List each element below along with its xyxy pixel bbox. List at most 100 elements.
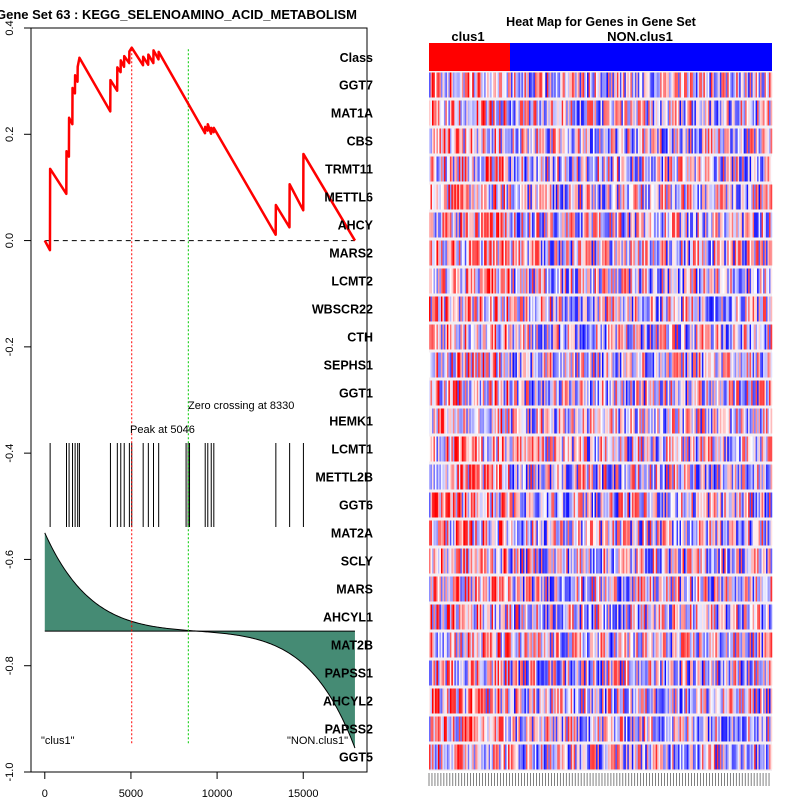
- heatmap-cell: [767, 156, 770, 182]
- heatmap-cell: [567, 380, 570, 406]
- heatmap-cell: [752, 464, 755, 490]
- heatmap-cell: [470, 520, 473, 546]
- heatmap-cell: [467, 492, 470, 518]
- heatmap-cell: [663, 128, 665, 154]
- heatmap-cell: [533, 408, 536, 434]
- heatmap-cell: [536, 100, 539, 126]
- heatmap-cell: [467, 324, 470, 350]
- heatmap-cell: [476, 212, 479, 238]
- heatmap-cell: [666, 436, 668, 462]
- heatmap-cell: [491, 436, 494, 462]
- heatmap-cell: [660, 492, 662, 518]
- heatmap-cell: [745, 520, 747, 546]
- heatmap-cell: [636, 548, 639, 574]
- heatmap-cell: [531, 408, 534, 434]
- heatmap-cell: [633, 72, 636, 98]
- heatmap-cell: [554, 464, 557, 490]
- heatmap-cell: [618, 100, 621, 126]
- heatmap-cell: [695, 240, 698, 266]
- heatmap-cell: [725, 492, 728, 518]
- heatmap-cell: [663, 268, 665, 294]
- heatmap-cell: [610, 380, 613, 406]
- heatmap-cell: [452, 464, 455, 490]
- heatmap-cell: [494, 408, 497, 434]
- heatmap-cell: [692, 492, 695, 518]
- heatmap-cell: [569, 520, 571, 546]
- heatmap-cell: [458, 100, 461, 126]
- heatmap-cell: [530, 464, 533, 490]
- heatmap-cell: [485, 660, 488, 686]
- heatmap-cell: [473, 184, 476, 210]
- heatmap-cell: [564, 492, 567, 518]
- heatmap-cell: [485, 464, 488, 490]
- heatmap-cell: [630, 72, 633, 98]
- heatmap-cell: [436, 436, 439, 462]
- heatmap-cell: [531, 156, 534, 182]
- heatmap-cell: [761, 100, 764, 126]
- heatmap-cell: [446, 380, 449, 406]
- heatmap-cell: [664, 212, 667, 238]
- heatmap-cell: [512, 380, 515, 406]
- heatmap-cell: [675, 240, 677, 266]
- heatmap-cell: [472, 380, 474, 406]
- heatmap-cell: [646, 520, 649, 546]
- heatmap-cell: [472, 436, 474, 462]
- heatmap-cell: [542, 548, 545, 574]
- heatmap-cell: [713, 380, 716, 406]
- heatmap-cell: [534, 380, 537, 406]
- heatmap-cell: [679, 548, 682, 574]
- heatmap-cell: [545, 240, 548, 266]
- heatmap-cell: [628, 436, 631, 462]
- heatmap-cell: [649, 520, 652, 546]
- heatmap-cell: [485, 184, 488, 210]
- heatmap-cell: [584, 184, 586, 210]
- heatmap-cell: [524, 380, 527, 406]
- heatmap-cell: [695, 464, 698, 490]
- heatmap-cell: [687, 548, 689, 574]
- heatmap-cell: [636, 380, 639, 406]
- heatmap-cell: [764, 632, 767, 658]
- heatmap-cell: [575, 268, 577, 294]
- heatmap-cell: [694, 408, 697, 434]
- heatmap-cell: [534, 604, 537, 630]
- heatmap-cell: [634, 296, 637, 322]
- heatmap-cell: [560, 548, 562, 574]
- heatmap-cell: [636, 324, 639, 350]
- heatmap-cell: [512, 184, 515, 210]
- heatmap-cell: [695, 632, 698, 658]
- heatmap-cell: [500, 632, 503, 658]
- heatmap-cell: [487, 408, 489, 434]
- heatmap-cell: [561, 436, 564, 462]
- heatmap-cell: [512, 212, 515, 238]
- heatmap-cell: [757, 212, 759, 238]
- heatmap-cell: [703, 72, 706, 98]
- heatmap-cell: [727, 436, 729, 462]
- heatmap-cell: [545, 436, 548, 462]
- heatmap-cell: [737, 576, 740, 602]
- heatmap-cell: [713, 436, 716, 462]
- heatmap-cell: [466, 100, 469, 126]
- heatmap-cell: [466, 296, 469, 322]
- heatmap-cell: [590, 128, 592, 154]
- heatmap-cell: [512, 436, 515, 462]
- heatmap-cell: [463, 212, 466, 238]
- heatmap-cell: [439, 660, 442, 686]
- heatmap-cell: [518, 352, 521, 378]
- heatmap-cell: [558, 632, 561, 658]
- heatmap-cell: [619, 296, 622, 322]
- heatmap-cell: [687, 408, 689, 434]
- heatmap-cell: [752, 72, 755, 98]
- heatmap-cell: [609, 604, 612, 630]
- heatmap-cell: [449, 268, 452, 294]
- heatmap-cell: [522, 296, 525, 322]
- heatmap-cell: [440, 548, 443, 574]
- heatmap-cell: [500, 352, 503, 378]
- heatmap-cell: [596, 492, 598, 518]
- heatmap-cell: [606, 100, 609, 126]
- heatmap-cell: [624, 72, 627, 98]
- heatmap-cell: [655, 128, 658, 154]
- heatmap-cell: [751, 352, 753, 378]
- heatmap-cell: [712, 464, 715, 490]
- heatmap-cell: [442, 380, 445, 406]
- heatmap-cell: [642, 632, 644, 658]
